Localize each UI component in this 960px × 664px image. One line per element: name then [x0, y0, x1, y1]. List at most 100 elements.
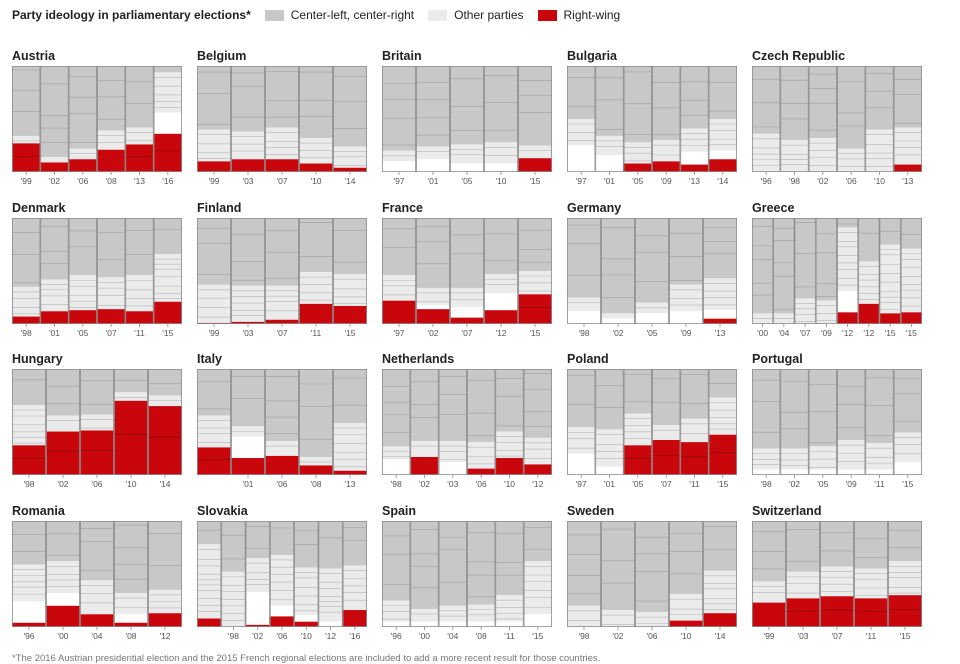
segment-gap: [12, 601, 46, 623]
bar-outline: [467, 521, 496, 627]
segment-gap: [669, 311, 703, 324]
segment-gap: [484, 163, 518, 172]
panel-bulgaria: Bulgaria '97 '01 '05 '09 '13 '14: [567, 49, 743, 187]
segment-other: [484, 142, 518, 164]
segment-gap: [114, 614, 148, 623]
segment-center: [467, 521, 496, 605]
segment-center: [265, 66, 299, 128]
bar-outline: [893, 66, 922, 172]
bar-96: [12, 521, 47, 627]
segment-other: [495, 431, 524, 459]
segment-right-wing: [879, 313, 901, 324]
legend-item-right: Right-wing: [537, 8, 620, 22]
panel-sweden: Sweden '98 '02 '06 '10 '14: [567, 504, 743, 642]
segment-other: [382, 275, 416, 301]
segment-other: [80, 580, 114, 615]
panel-hungary: Hungary '98 '02 '06 '10 '14: [12, 352, 188, 490]
bar-97: [567, 369, 596, 475]
segment-center: [197, 66, 231, 130]
bar-05: [808, 369, 837, 475]
panel-title: Czech Republic: [752, 49, 846, 63]
x-tick-label: '10: [495, 176, 506, 186]
segment-other: [97, 130, 126, 150]
x-tick-label: '13: [714, 328, 725, 338]
x-tick-label: '04: [91, 631, 102, 641]
segment-other: [231, 285, 265, 322]
segment-other: [794, 298, 816, 324]
segment-gap: [467, 621, 496, 627]
x-tick-label: '07: [276, 176, 287, 186]
bar-02: [601, 218, 636, 324]
segment-center: [231, 66, 265, 132]
segment-other: [450, 287, 484, 308]
bar-09: [652, 66, 681, 172]
bar-07: [265, 66, 300, 172]
segment-gap: [269, 605, 295, 617]
segment-other: [680, 418, 709, 443]
segment-right-wing: [299, 465, 333, 475]
segment-right-wing: [97, 149, 126, 172]
bar-pre: [197, 521, 222, 627]
bar-outline: [332, 369, 367, 475]
segment-other: [269, 554, 295, 606]
bar-outline: [231, 66, 266, 172]
bar-11: [495, 521, 524, 627]
bar-03: [786, 521, 821, 627]
segment-gap: [416, 159, 450, 172]
x-tick-label: '02: [49, 176, 60, 186]
segment-gap: [438, 621, 467, 627]
x-tick-label: '13: [902, 176, 913, 186]
stacked-chart-hungary: '98 '02 '06 '10 '14: [12, 369, 182, 489]
x-tick-label: '06: [646, 631, 657, 641]
bar-07: [652, 369, 681, 475]
segment-gap: [808, 469, 837, 475]
segment-other: [125, 127, 154, 145]
bar-97: [382, 218, 417, 324]
segment-center: [652, 369, 681, 426]
segment-right-wing: [125, 311, 154, 324]
segment-gap: [416, 304, 450, 310]
bar-14: [147, 369, 182, 475]
x-tick-label: '98: [578, 631, 589, 641]
segment-gap: [484, 293, 518, 311]
x-tick-label: '05: [632, 176, 643, 186]
bar-outline: [221, 521, 246, 627]
bar-11: [854, 521, 889, 627]
panel-title: Finland: [197, 201, 242, 215]
bar-15: [893, 369, 922, 475]
legend-label-other: Other parties: [454, 8, 524, 22]
segment-center: [484, 66, 518, 143]
segment-other: [669, 594, 703, 621]
bar-98: [382, 369, 411, 475]
segment-center: [703, 521, 737, 571]
bar-15: [900, 218, 922, 324]
stacked-chart-france: '97 '02 '07 '12 '15: [382, 218, 552, 338]
segment-center: [382, 521, 411, 601]
x-tick-label: '11: [504, 631, 515, 641]
stacked-chart-poland: '97 '01 '05 '07 '11 '15: [567, 369, 737, 489]
segment-center: [669, 218, 703, 285]
bar-13: [332, 369, 367, 475]
segment-right-wing: [820, 596, 854, 627]
x-tick-label: '11: [311, 328, 322, 338]
segment-right-wing: [148, 613, 182, 627]
x-tick-label: '98: [23, 479, 34, 489]
segment-right-wing: [231, 321, 265, 324]
bar-outline: [523, 521, 552, 627]
bar-outline: [635, 218, 670, 324]
bar-outline: [517, 66, 552, 172]
bar-05: [635, 218, 670, 324]
x-tick-label: '97: [576, 176, 587, 186]
bar-02: [601, 521, 636, 627]
bar-outline: [245, 521, 270, 627]
bar-12: [858, 218, 880, 324]
bar-08: [467, 521, 496, 627]
x-tick-label: '13: [344, 479, 355, 489]
bar-99: [197, 218, 232, 324]
segment-right-wing: [623, 445, 652, 475]
x-tick-label: '15: [529, 328, 540, 338]
bar-00: [752, 218, 774, 324]
bar-10: [299, 66, 334, 172]
bar-15: [708, 369, 737, 475]
segment-other: [900, 248, 922, 313]
